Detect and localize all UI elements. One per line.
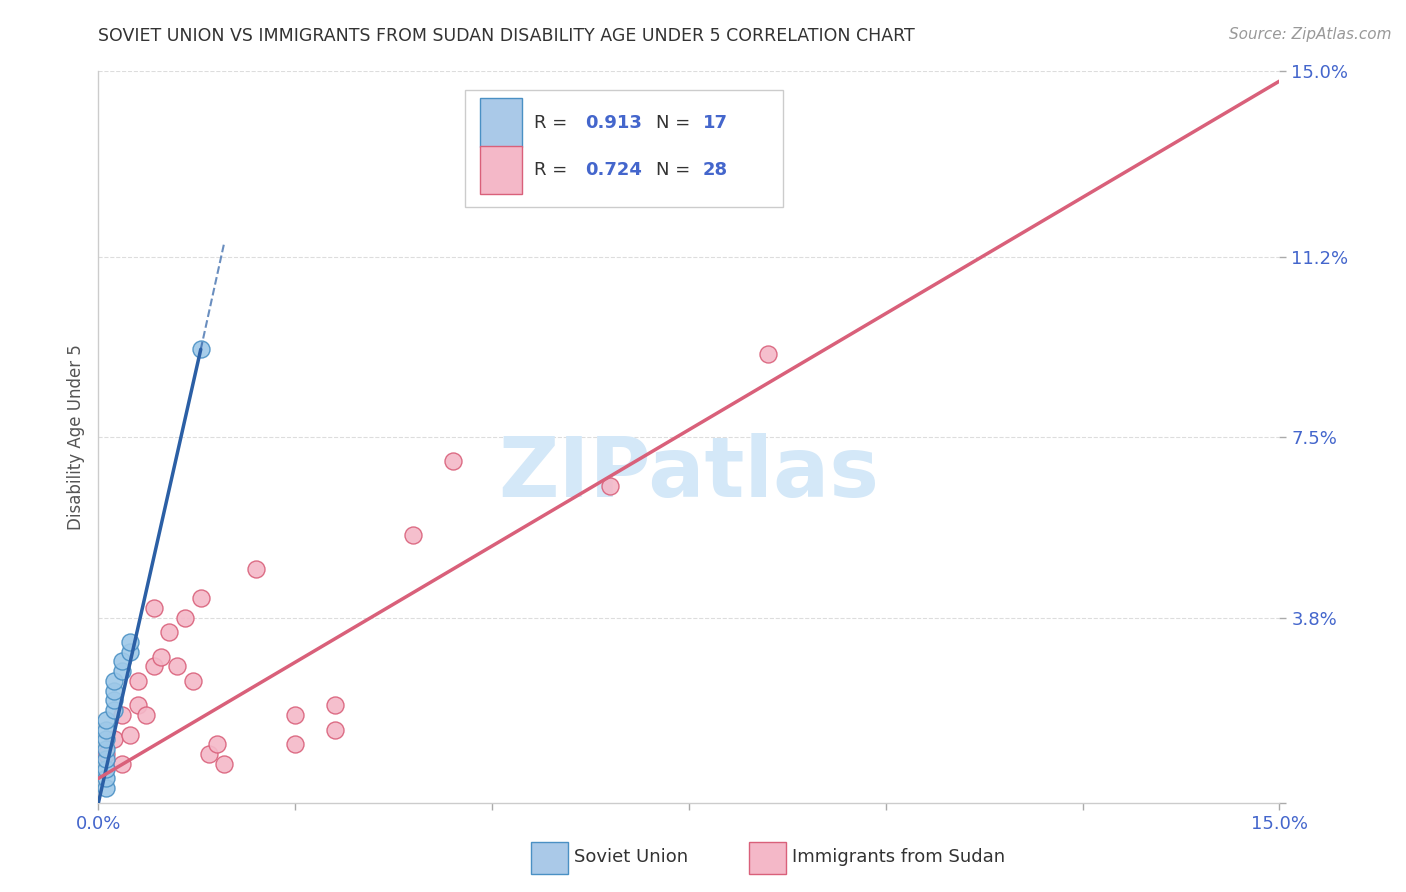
Text: N =: N =	[655, 113, 696, 131]
Point	[96, 732, 118, 747]
Point	[323, 723, 346, 737]
Point	[118, 645, 141, 659]
Point	[150, 649, 173, 664]
Point	[756, 347, 779, 361]
Point	[166, 659, 188, 673]
FancyBboxPatch shape	[464, 90, 783, 207]
Point	[181, 673, 204, 688]
Point	[103, 703, 125, 717]
Y-axis label: Disability Age Under 5: Disability Age Under 5	[66, 344, 84, 530]
Point	[190, 343, 212, 357]
Point	[103, 673, 125, 688]
Point	[111, 664, 134, 678]
Point	[402, 527, 425, 541]
Text: 0.913: 0.913	[585, 113, 643, 131]
Point	[111, 708, 134, 723]
Point	[441, 454, 464, 468]
Point	[96, 723, 118, 737]
Point	[103, 683, 125, 698]
Point	[323, 698, 346, 713]
Text: Immigrants from Sudan: Immigrants from Sudan	[792, 848, 1005, 866]
Point	[127, 673, 149, 688]
Point	[127, 698, 149, 713]
Text: SOVIET UNION VS IMMIGRANTS FROM SUDAN DISABILITY AGE UNDER 5 CORRELATION CHART: SOVIET UNION VS IMMIGRANTS FROM SUDAN DI…	[98, 27, 915, 45]
Point	[205, 737, 228, 751]
Point	[135, 708, 157, 723]
Point	[103, 732, 125, 747]
Point	[118, 635, 141, 649]
Text: 28: 28	[703, 161, 728, 179]
Point	[157, 625, 180, 640]
Point	[96, 762, 118, 776]
FancyBboxPatch shape	[479, 98, 523, 146]
Text: Soviet Union: Soviet Union	[574, 848, 688, 866]
Point	[142, 659, 165, 673]
Point	[284, 708, 307, 723]
Point	[111, 756, 134, 771]
Point	[118, 727, 141, 741]
Text: 0.724: 0.724	[585, 161, 643, 179]
Point	[190, 591, 212, 605]
Text: R =: R =	[534, 161, 574, 179]
Point	[96, 752, 118, 766]
Point	[599, 479, 621, 493]
Point	[96, 781, 118, 796]
Point	[214, 756, 236, 771]
Point	[174, 610, 197, 624]
Point	[103, 693, 125, 707]
Text: 17: 17	[703, 113, 728, 131]
Text: Source: ZipAtlas.com: Source: ZipAtlas.com	[1229, 27, 1392, 42]
Point	[284, 737, 307, 751]
Text: N =: N =	[655, 161, 696, 179]
Point	[197, 747, 219, 761]
Point	[96, 713, 118, 727]
Text: ZIPatlas: ZIPatlas	[499, 434, 879, 514]
Point	[142, 600, 165, 615]
Point	[245, 562, 267, 576]
FancyBboxPatch shape	[479, 146, 523, 194]
Text: R =: R =	[534, 113, 574, 131]
Point	[96, 742, 118, 756]
Point	[96, 772, 118, 786]
Point	[96, 747, 118, 761]
Point	[111, 654, 134, 668]
